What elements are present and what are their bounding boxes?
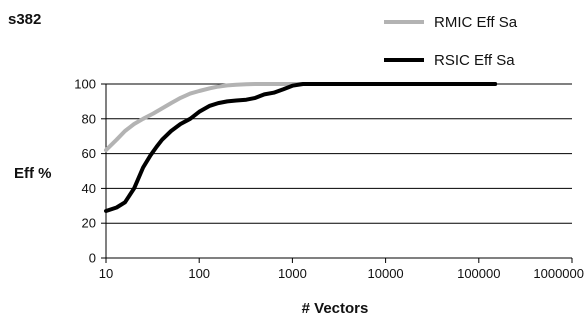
x-axis-label: # Vectors xyxy=(302,300,369,317)
legend-label-rmic: RMIC Eff Sa xyxy=(434,14,518,31)
x-tick-label: 1000 xyxy=(278,266,307,281)
x-tick-label: 100000 xyxy=(457,266,500,281)
y-axis-label: Eff % xyxy=(14,165,52,182)
series-line-rmic xyxy=(104,82,498,153)
chart-title: s382 xyxy=(8,11,41,28)
x-tick-label: 1000000 xyxy=(533,266,584,281)
y-tick-label: 100 xyxy=(74,77,96,92)
plot-series xyxy=(104,82,498,213)
y-tick-label: 60 xyxy=(82,146,96,161)
y-tick-label: 80 xyxy=(82,111,96,126)
y-tick-label: 20 xyxy=(82,216,96,231)
x-tick-label: 10 xyxy=(99,266,113,281)
axis-ticks: 0 20 40 60 80 100 10 100 1000 10000 100000 1000000 xyxy=(74,77,584,282)
plot-grid xyxy=(105,83,572,259)
y-tick-label: 40 xyxy=(82,181,96,196)
legend: RMIC Eff Sa RSIC Eff Sa xyxy=(384,14,518,69)
y-tick-label: 0 xyxy=(89,251,96,266)
x-tick-label: 10000 xyxy=(368,266,404,281)
legend-label-rsic: RSIC Eff Sa xyxy=(434,52,515,69)
x-tick-label: 100 xyxy=(188,266,210,281)
series-line-rsic xyxy=(104,82,498,213)
